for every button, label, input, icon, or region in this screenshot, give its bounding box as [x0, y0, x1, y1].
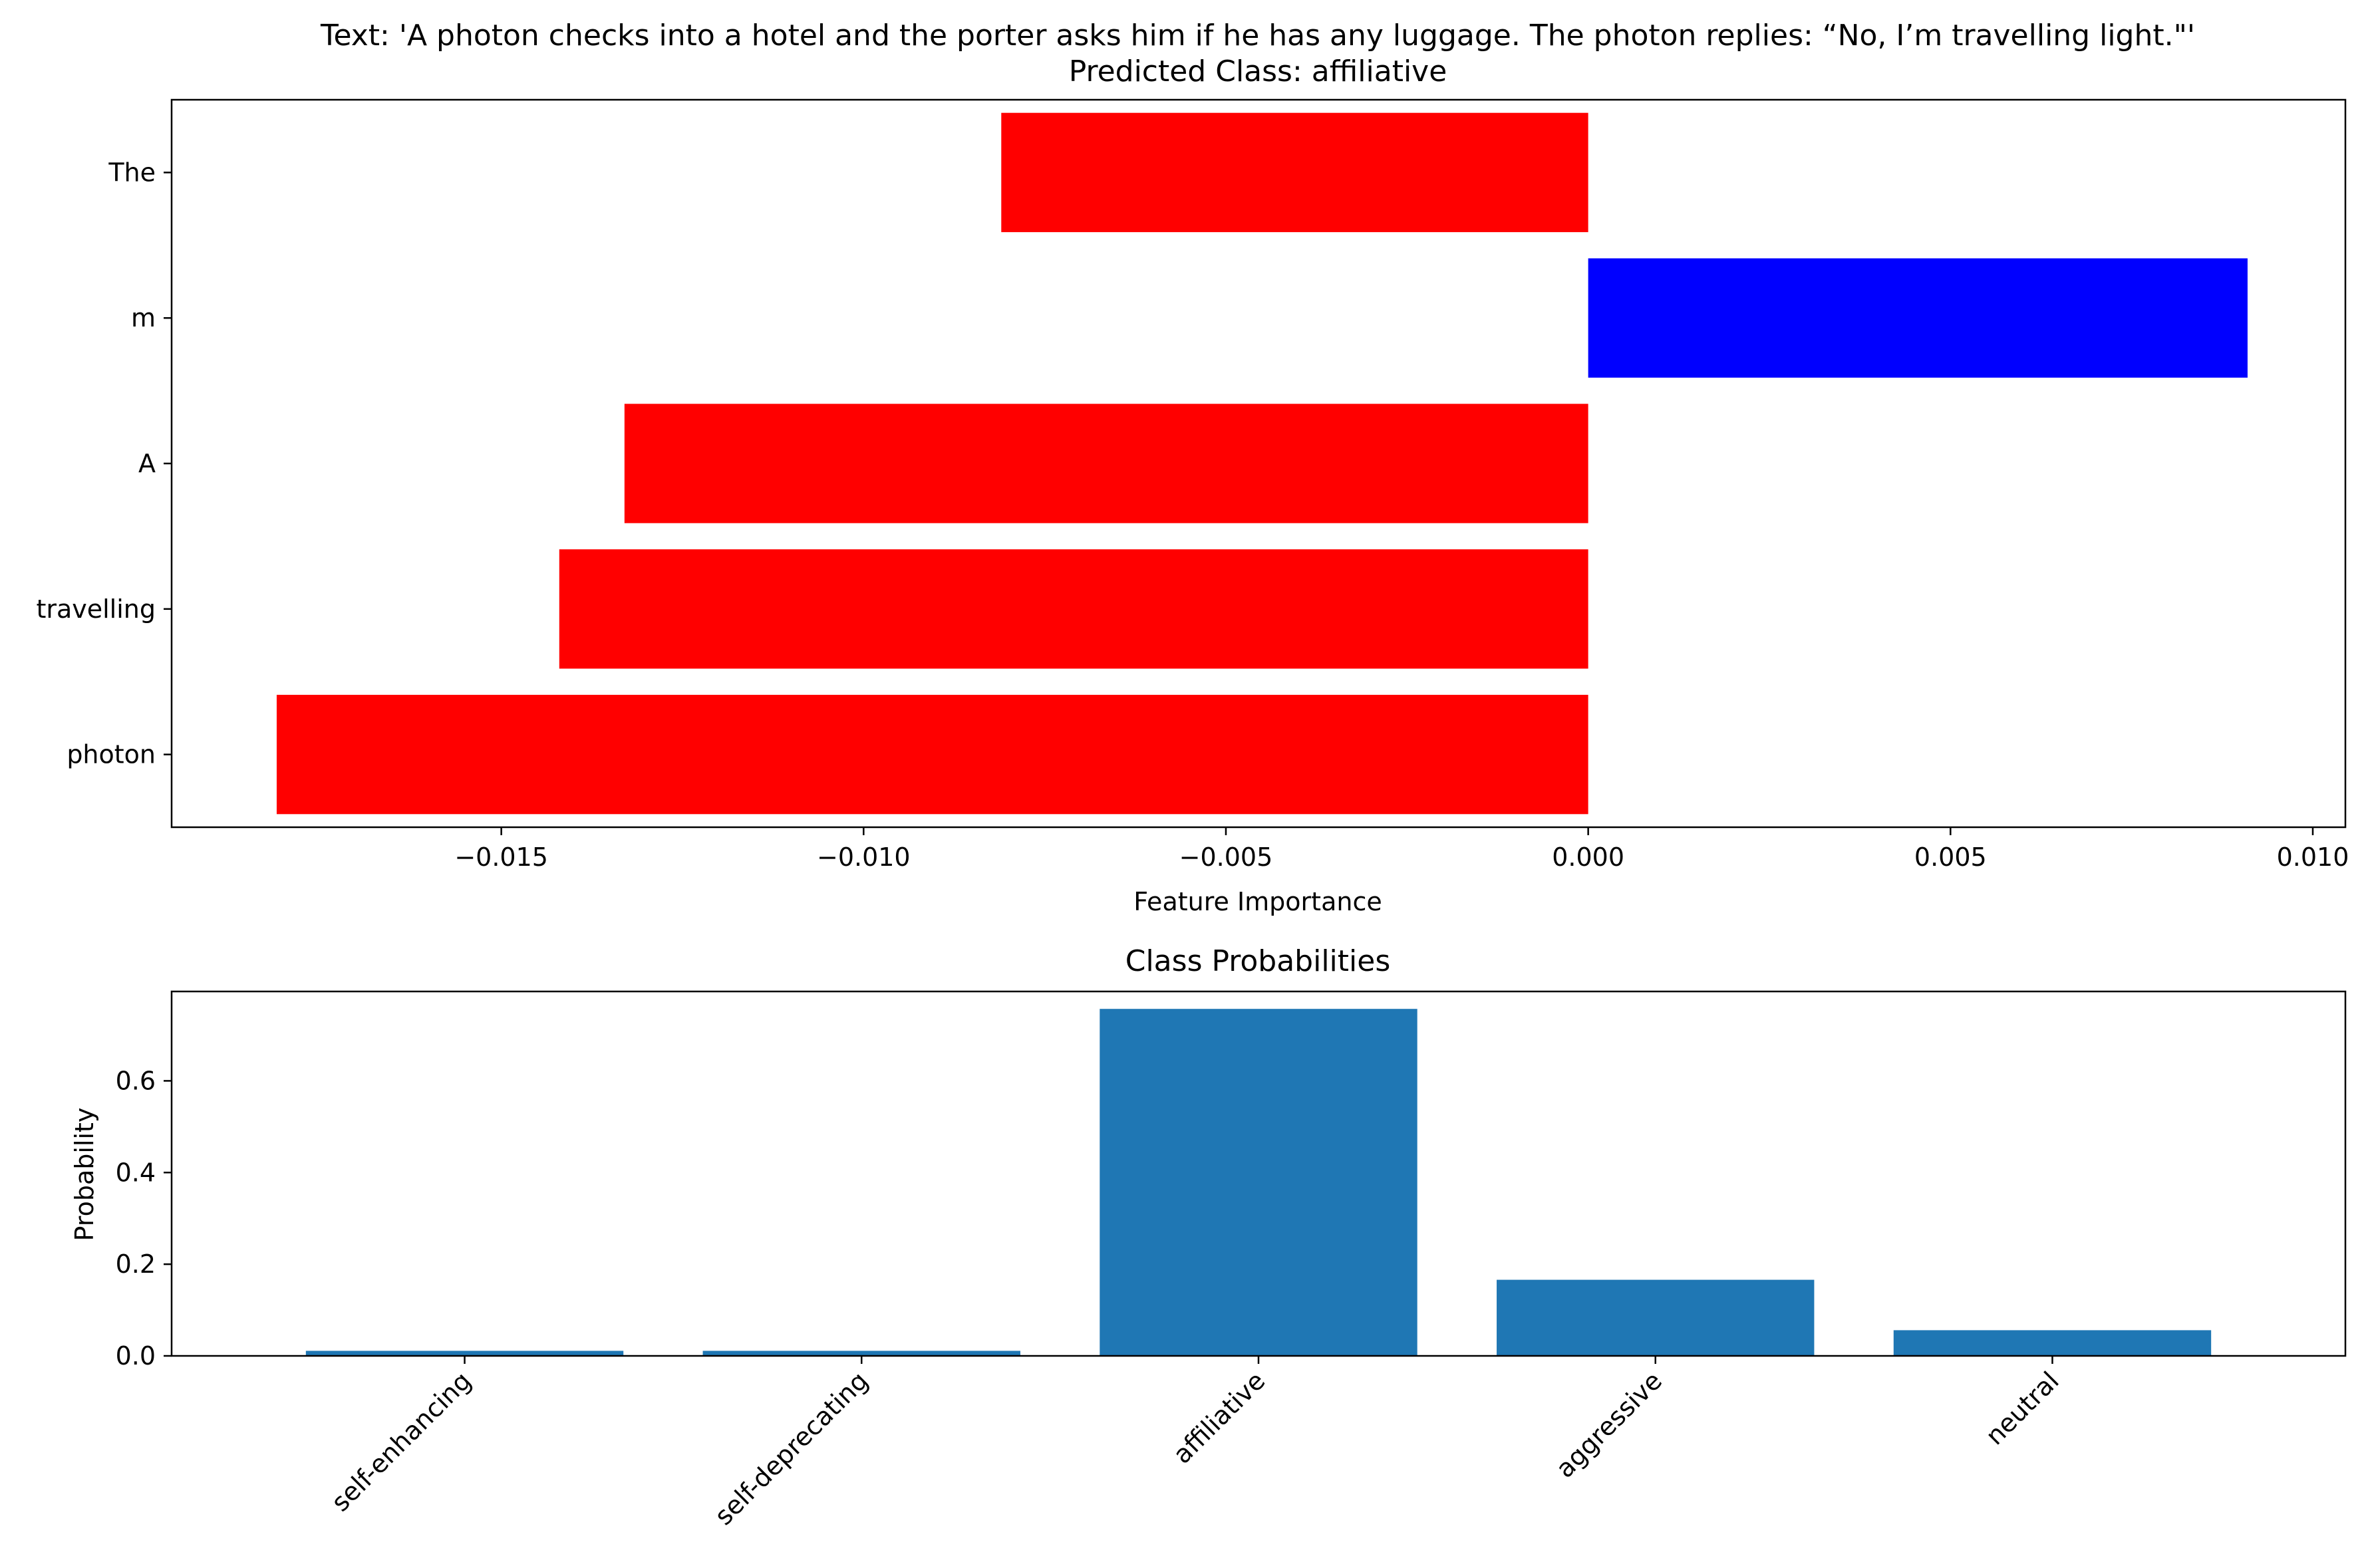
chart-title-line-2: Predicted Class: affiliative [1069, 55, 1447, 88]
importance-bar-a [624, 404, 1588, 523]
probabilities-title: Class Probabilities [1125, 944, 1391, 978]
importance-y-tick-label: A [138, 449, 156, 478]
importance-y-tick-label: travelling [36, 594, 156, 624]
importance-x-tick-label: −0.005 [1179, 843, 1273, 872]
importance-y-tick-label: photon [67, 740, 156, 769]
importance-x-ticks: −0.015 −0.010 −0.005 0.000 0.005 0.010 [454, 827, 2349, 872]
probability-bars [305, 1009, 2212, 1356]
probability-y-tick-label: 0.2 [116, 1249, 156, 1279]
importance-x-axis-label: Feature Importance [1133, 887, 1382, 916]
probability-y-ticks: 0.0 0.2 0.4 0.6 [116, 1066, 172, 1371]
importance-x-tick-label: 0.010 [2277, 843, 2349, 872]
importance-x-tick-label: 0.000 [1552, 843, 1624, 872]
probability-bar-neutral [1893, 1330, 2212, 1356]
chart-title-line-1: Text: 'A photon checks into a hotel and … [320, 19, 2195, 53]
feature-importance-chart: Text: 'A photon checks into a hotel and … [36, 19, 2349, 916]
importance-bars [276, 112, 2248, 815]
importance-y-tick-label: The [108, 158, 156, 187]
probability-bar-aggressive [1497, 1279, 1815, 1356]
probability-bar-affiliative [1100, 1009, 1417, 1356]
importance-plot-frame [170, 98, 2347, 829]
probability-y-tick-label: 0.0 [116, 1341, 156, 1371]
probability-bar-self-enhancing [305, 1351, 624, 1356]
probability-y-tick-label: 0.4 [116, 1158, 156, 1187]
importance-bar-photon [276, 694, 1588, 815]
probability-bar-self-deprecating [702, 1351, 1020, 1356]
importance-bar-m [1588, 258, 2248, 378]
importance-x-tick-label: −0.010 [817, 843, 911, 872]
probability-y-axis-label: Probability [70, 1108, 99, 1241]
importance-bar-the [1001, 112, 1588, 233]
importance-x-tick-label: −0.015 [454, 843, 548, 872]
probability-y-tick-label: 0.6 [116, 1066, 156, 1095]
importance-y-tick-label: m [131, 303, 156, 332]
probability-plot-frame [170, 990, 2347, 1357]
importance-x-tick-label: 0.005 [1914, 843, 1987, 872]
importance-bar-travelling [559, 549, 1588, 669]
